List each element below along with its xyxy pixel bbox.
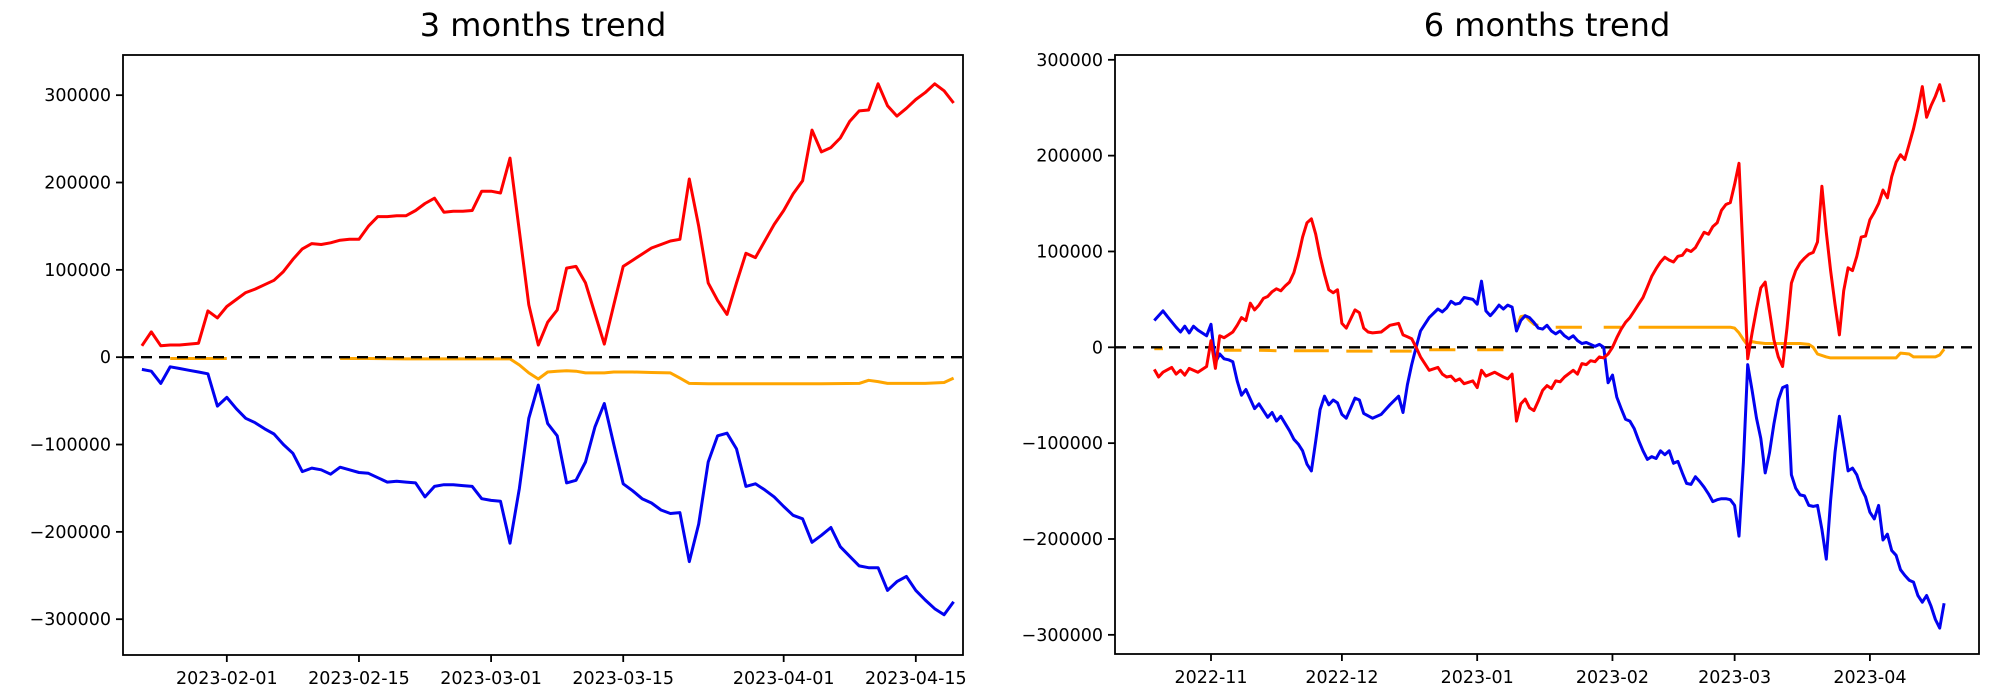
x-tick-label: 2022-11 xyxy=(1174,668,1247,688)
y-tick-label: 0 xyxy=(1092,338,1103,358)
series-net-orange-series xyxy=(1638,325,1946,360)
y-tick-label: 300000 xyxy=(1036,51,1103,71)
y-tick-label: −100000 xyxy=(1022,434,1103,454)
x-tick-label: 2023-04-01 xyxy=(733,669,835,689)
x-tick-label: 2023-03-15 xyxy=(572,669,674,689)
x-tick-label: 2023-03-01 xyxy=(440,669,542,689)
x-tick-label: 2023-04-15 xyxy=(865,669,967,689)
x-tick-label: 2023-02 xyxy=(1576,668,1649,688)
axes-frame xyxy=(1114,54,1980,655)
axes-frame xyxy=(122,54,964,656)
series-lower-blue-series xyxy=(1153,279,1946,630)
chart-title-6-months: 6 months trend xyxy=(1423,6,1671,44)
series-upper-red-series xyxy=(1152,83,1946,423)
series-net-orange-series xyxy=(1258,348,1277,353)
y-tick-label: 200000 xyxy=(44,174,111,194)
y-tick-label: −200000 xyxy=(1022,530,1103,550)
y-tick-label: 0 xyxy=(100,348,111,368)
x-tick-label: 2023-01 xyxy=(1441,668,1514,688)
series-lower-blue-series xyxy=(141,365,955,617)
series-net-orange-series xyxy=(340,357,955,386)
y-tick-label: −300000 xyxy=(30,610,111,630)
x-tick-label: 2023-04 xyxy=(1833,668,1906,688)
y-tick-label: 300000 xyxy=(44,86,111,106)
x-tick-label: 2023-02-01 xyxy=(176,669,278,689)
chart-title-3-months: 3 months trend xyxy=(419,6,667,44)
y-tick-label: 100000 xyxy=(44,261,111,281)
y-tick-label: 100000 xyxy=(1036,242,1103,262)
chart-0: 300000 200000 100000 0 −100000 −200000 −300000… xyxy=(30,54,967,689)
x-tick-label: 2022-12 xyxy=(1305,668,1378,688)
y-tick-label: −300000 xyxy=(1022,626,1103,646)
series-upper-red-series xyxy=(140,82,955,348)
chart-1: 300000 200000 100000 0 −100000 −200000 −300000… xyxy=(1022,51,1980,688)
y-tick-label: −100000 xyxy=(30,436,111,456)
y-tick-label: −200000 xyxy=(30,523,111,543)
x-tick-label: 2023-02-15 xyxy=(308,669,410,689)
x-tick-label: 2023-03 xyxy=(1698,668,1771,688)
y-tick-label: 200000 xyxy=(1036,147,1103,167)
